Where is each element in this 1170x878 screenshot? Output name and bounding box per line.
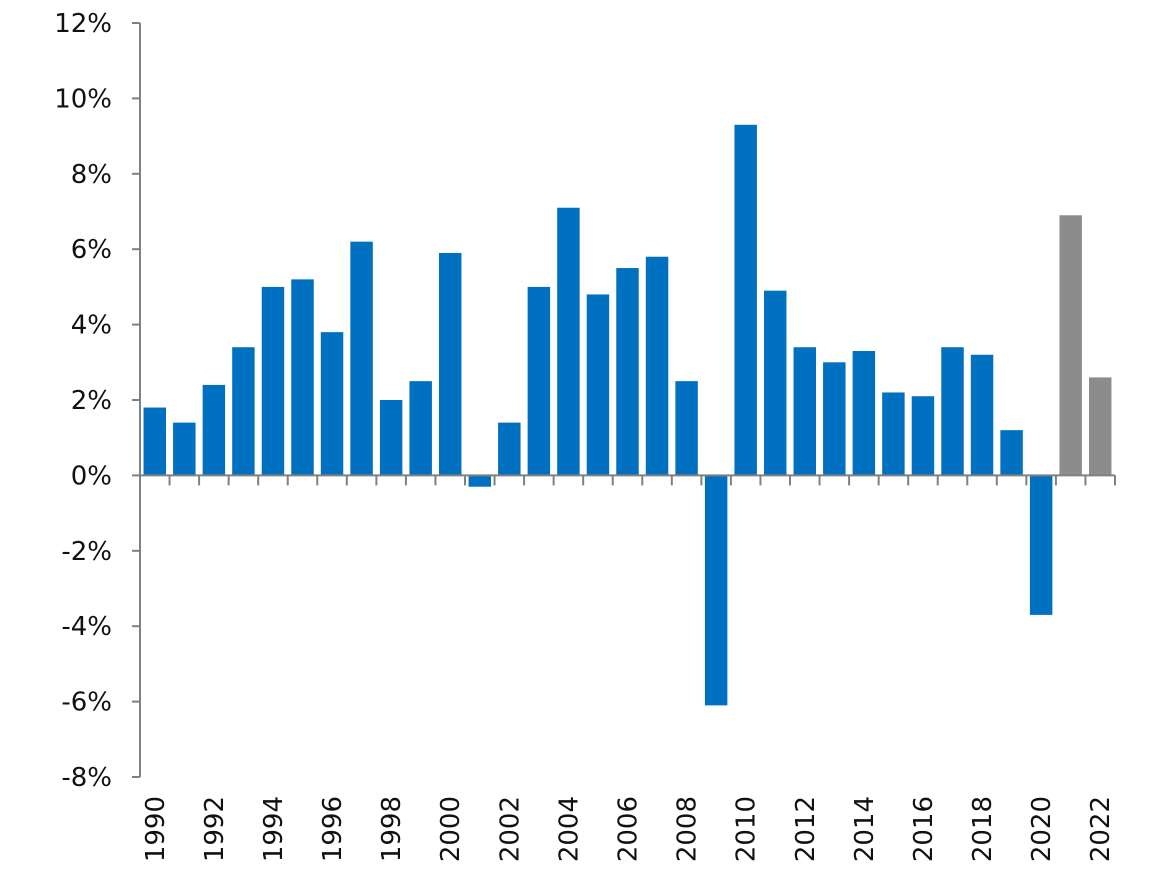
bar-2019 [1000, 430, 1023, 476]
x-tick-label: 2008 [673, 796, 703, 862]
bar-2004 [557, 207, 580, 476]
bar-1996 [320, 332, 344, 476]
bar-2020 [1029, 475, 1053, 615]
x-tick-label: 1994 [259, 796, 289, 862]
bar-1999 [409, 381, 432, 476]
bar-2022 [1089, 377, 1112, 476]
x-tick-label: 2010 [732, 796, 762, 862]
bar-2002 [498, 422, 521, 476]
bar-2013 [823, 362, 846, 476]
bar-2007 [645, 256, 669, 476]
bar-2014 [852, 350, 876, 476]
bar-1990 [143, 407, 166, 476]
x-tick-label: 2000 [436, 796, 466, 862]
y-tick-label: 4% [71, 311, 112, 341]
y-axis: -8% -6% -4% -2% 0% 2% 4% 6% 8% 10% 12% [54, 9, 141, 793]
x-axis: 1990 1992 1994 1996 1998 2000 2002 2004 2006 2008… [139, 474, 1116, 862]
bar-1998 [379, 400, 403, 476]
y-tick-label: 2% [71, 386, 112, 416]
y-tick-label: -4% [61, 612, 112, 642]
bar-2015 [882, 392, 905, 476]
x-tick-label: 2022 [1086, 796, 1116, 862]
bar-1991 [173, 422, 196, 476]
bar-1997 [350, 241, 373, 476]
x-tick-label: 2016 [909, 796, 939, 862]
bar-2011 [764, 290, 787, 476]
bar-2003 [527, 286, 551, 476]
y-tick-label: 6% [71, 235, 112, 265]
bars [143, 124, 1112, 706]
x-tick-label: 1990 [141, 796, 171, 862]
bar-2016 [911, 396, 935, 476]
bar-2017 [941, 347, 964, 476]
bar-2006 [616, 268, 639, 476]
x-tick-label: 2006 [614, 796, 644, 862]
bar-2005 [586, 294, 610, 476]
x-tick-label: 2020 [1027, 796, 1057, 862]
bar-2018 [970, 354, 994, 476]
y-tick-label: 8% [71, 160, 112, 190]
bar-2010 [734, 124, 757, 476]
x-tick-label: 1996 [318, 796, 348, 862]
y-tick-label: 10% [54, 84, 112, 114]
bar-2021 [1059, 215, 1082, 476]
x-tick-label: 2012 [791, 796, 821, 862]
bar-2008 [675, 381, 698, 476]
bar-2000 [439, 252, 462, 476]
bar-2001 [468, 475, 491, 487]
y-tick-label: -2% [61, 537, 112, 567]
y-tick-label: -6% [61, 688, 112, 718]
x-tick-label: 2018 [968, 796, 998, 862]
y-tick-label: 12% [54, 9, 112, 39]
y-tick-label: 0% [71, 461, 112, 491]
x-tick-label: 1998 [377, 796, 407, 862]
x-tick-label: 1992 [200, 796, 230, 862]
x-tick-label: 2004 [554, 796, 584, 862]
y-tick-label: -8% [61, 763, 112, 793]
bar-1994 [261, 286, 285, 476]
bar-1993 [232, 347, 255, 476]
x-tick-label: 2014 [850, 796, 880, 862]
bar-2009 [704, 475, 728, 706]
bar-1995 [291, 279, 314, 476]
bar-2012 [793, 347, 816, 476]
x-tick-label: 2002 [495, 796, 525, 862]
bar-1992 [202, 384, 226, 476]
